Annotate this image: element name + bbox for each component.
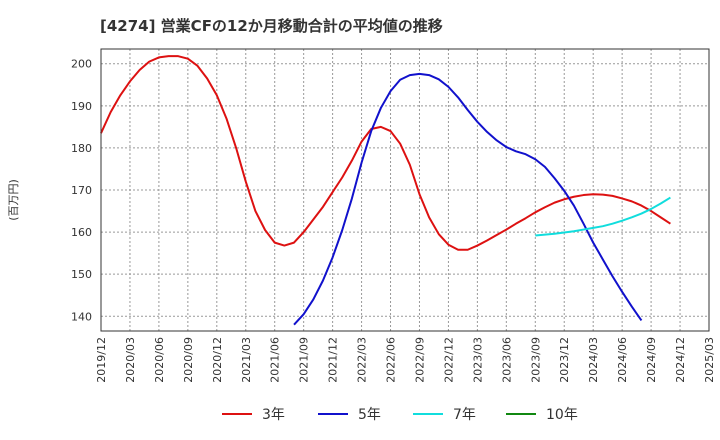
x-tick-label: 2025/03 — [703, 337, 716, 383]
x-tick-label: 2020/09 — [182, 337, 195, 383]
y-tick-label: 140 — [71, 310, 92, 323]
x-tick-label: 2023/09 — [529, 337, 542, 383]
x-tick-label: 2020/03 — [124, 337, 137, 383]
y-tick-label: 150 — [71, 268, 92, 281]
y-tick-label: 160 — [71, 226, 92, 239]
x-tick-label: 2022/12 — [442, 337, 455, 383]
legend-label: 3年 — [262, 407, 285, 423]
x-tick-label: 2021/12 — [327, 337, 340, 383]
plot-area — [100, 48, 710, 332]
x-tick-label: 2022/03 — [356, 337, 369, 383]
legend-label: 10年 — [546, 407, 578, 423]
x-tick-label: 2021/06 — [269, 337, 282, 383]
x-tick-label: 2024/12 — [674, 337, 687, 383]
x-tick-label: 2024/09 — [645, 337, 658, 383]
y-tick-label: 190 — [71, 100, 92, 113]
x-tick-label: 2021/03 — [240, 337, 253, 383]
gridlines — [100, 49, 710, 331]
y-tick-label: 180 — [71, 142, 92, 155]
y-tick-label: 200 — [71, 58, 92, 71]
x-tick-label: 2021/09 — [298, 337, 311, 383]
x-tick-label: 2022/06 — [385, 337, 398, 383]
x-tick-label: 2019/12 — [95, 337, 108, 383]
x-tick-label: 2023/06 — [500, 337, 513, 383]
x-tick-label: 2024/06 — [616, 337, 629, 383]
x-tick-label: 2022/09 — [413, 337, 426, 383]
series-line-7年 — [535, 196, 671, 237]
legend-label: 7年 — [453, 407, 476, 423]
y-tick-label: 170 — [71, 184, 92, 197]
legend: 3年 5年 7年 10年 — [222, 407, 578, 423]
series-line-3年 — [100, 55, 671, 251]
y-tick-labels: 140 150 160 170 180 190 200 — [71, 58, 92, 324]
x-tick-label: 2020/12 — [211, 337, 224, 383]
legend-label: 5年 — [358, 407, 381, 423]
x-tick-label: 2023/12 — [558, 337, 571, 383]
x-tick-label: 2023/03 — [471, 337, 484, 383]
x-tick-label: 2020/06 — [153, 337, 166, 383]
y-axis-label: (百万円) — [7, 179, 20, 221]
x-tick-label: 2024/03 — [587, 337, 600, 383]
series-line-5年 — [293, 72, 643, 326]
x-tick-labels: 2019/12 2020/03 2020/06 2020/09 2020/12 2021/… — [95, 337, 716, 383]
chart-title: [4274] 営業CFの12か月移動合計の平均値の推移 — [100, 17, 443, 35]
series-layer — [100, 55, 671, 326]
